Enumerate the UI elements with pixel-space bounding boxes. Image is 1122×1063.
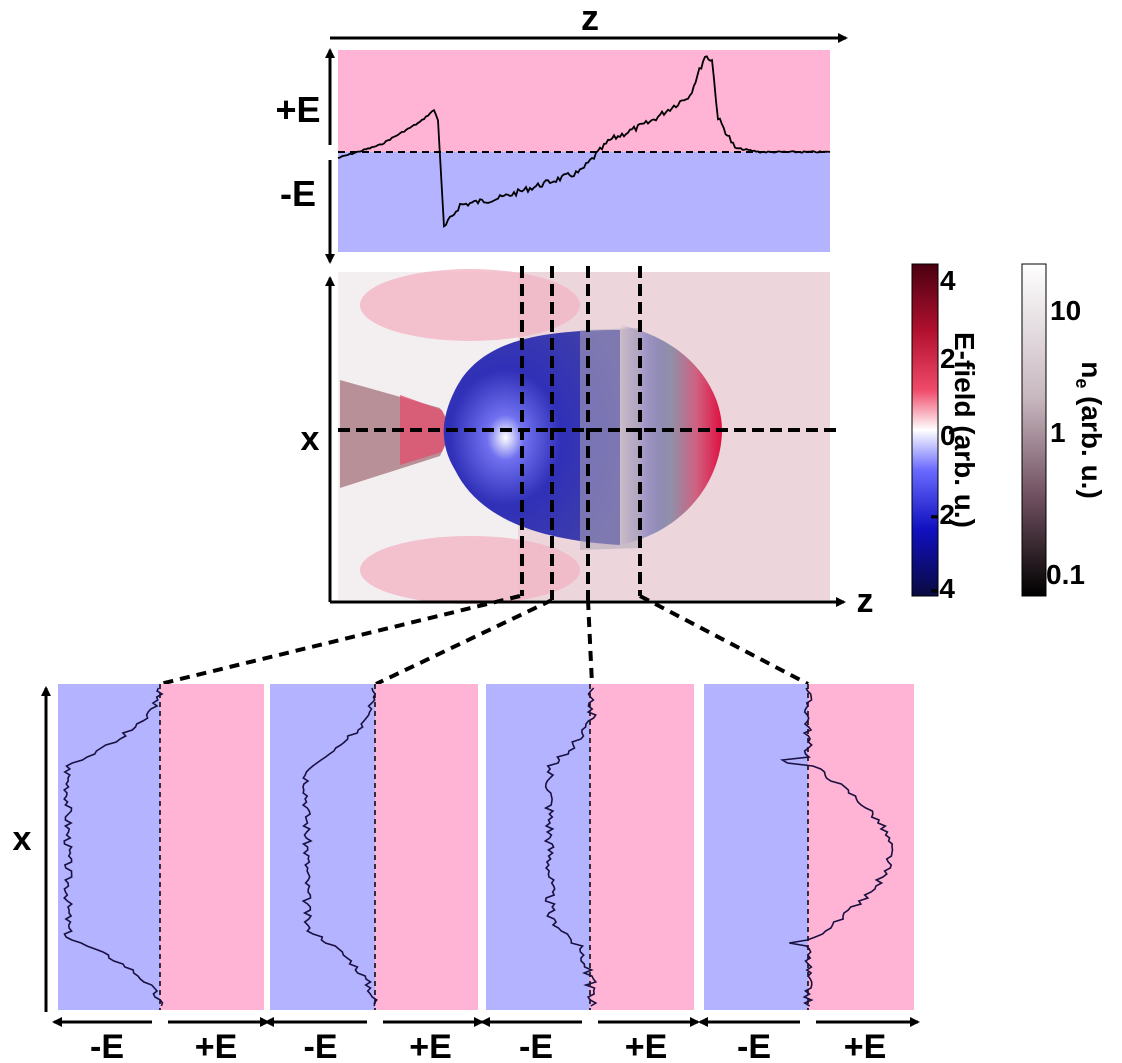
efield-tick-neg2: -2 xyxy=(930,499,955,530)
top-efield-curve xyxy=(337,55,831,229)
lineout-negative-region xyxy=(486,684,590,1010)
lineout-plus-e-label: +E xyxy=(195,1028,238,1063)
efield-colorbar: 4 2 0 -2 -4 E-field (arb. u.) xyxy=(911,263,980,604)
lineout-minus-e-label: -E xyxy=(90,1028,124,1063)
lineout-plus-e-label: +E xyxy=(625,1028,668,1063)
efield-colorbar-frame xyxy=(911,263,939,597)
main-map: x z xyxy=(301,266,874,620)
lower-x-axis: x xyxy=(13,686,51,1012)
map-front-wedge-red xyxy=(400,395,452,465)
lineout-curve xyxy=(62,687,164,1007)
lineout-positive-region xyxy=(160,684,264,1010)
efield-colorbar-gradient xyxy=(912,264,938,596)
connector-2 xyxy=(375,598,553,686)
connector-3 xyxy=(586,599,594,685)
efield-tick-4: 4 xyxy=(940,265,956,296)
lineout-curve xyxy=(779,687,894,1007)
connector-1 xyxy=(159,594,521,686)
lineout-panels: -E +E -E +E -E +E -E +E xyxy=(52,684,920,1063)
lineout-positive-region xyxy=(375,684,478,1010)
lineout-panel-3: -E +E xyxy=(480,684,700,1063)
map-pink-upper xyxy=(360,269,580,341)
lineout-negative-region xyxy=(270,684,375,1010)
efield-colorbar-title: E-field (arb. u.) xyxy=(949,332,980,528)
lineout-minus-e-label: -E xyxy=(737,1028,771,1063)
map-bubble-rear-grey xyxy=(580,328,640,550)
top-positive-region xyxy=(338,50,830,152)
map-x-label: x xyxy=(301,420,320,458)
density-colorbar-gradient xyxy=(1022,264,1046,596)
lineout-plus-e-label: +E xyxy=(844,1028,887,1063)
lineout-panel-1: -E +E xyxy=(52,684,270,1063)
map-rear-red xyxy=(620,325,722,545)
lineout-panel-4: -E +E xyxy=(698,684,920,1063)
lineout-panel-2: -E +E xyxy=(264,684,484,1063)
connector-4 xyxy=(639,594,809,686)
lineout-positive-region xyxy=(808,684,914,1010)
lineout-curve xyxy=(301,687,378,1006)
lineout-positive-region xyxy=(590,684,694,1010)
lineout-negative-region xyxy=(58,684,160,1010)
lower-x-label: x xyxy=(13,820,32,858)
lineout-plus-e-label: +E xyxy=(409,1028,452,1063)
density-tick-10: 10 xyxy=(1050,295,1081,326)
map-pink-lower xyxy=(360,536,580,604)
top-minus-e-label: -E xyxy=(280,173,316,214)
top-plus-e-label: +E xyxy=(275,89,320,130)
efield-tick-neg4: -4 xyxy=(930,573,955,604)
lineout-curve xyxy=(543,687,598,1007)
map-z-label: z xyxy=(857,582,874,620)
top-panel: z +E -E xyxy=(275,0,848,264)
density-colorbar: 10 1 0.1 ne (arb. u.) xyxy=(1021,263,1107,597)
efield-tick-0: 0 xyxy=(940,420,956,451)
lineout-negative-region xyxy=(704,684,808,1010)
density-tick-1: 1 xyxy=(1050,417,1066,448)
lineout-minus-e-label: -E xyxy=(519,1028,553,1063)
lineout-minus-e-label: -E xyxy=(304,1028,338,1063)
density-colorbar-frame xyxy=(1021,263,1047,597)
density-colorbar-title: ne (arb. u.) xyxy=(1072,361,1107,499)
lineout-connectors xyxy=(159,594,809,686)
top-z-label: z xyxy=(581,0,599,38)
efield-tick-2: 2 xyxy=(940,343,956,374)
density-tick-0-1: 0.1 xyxy=(1046,559,1085,590)
map-bubble xyxy=(443,330,620,545)
